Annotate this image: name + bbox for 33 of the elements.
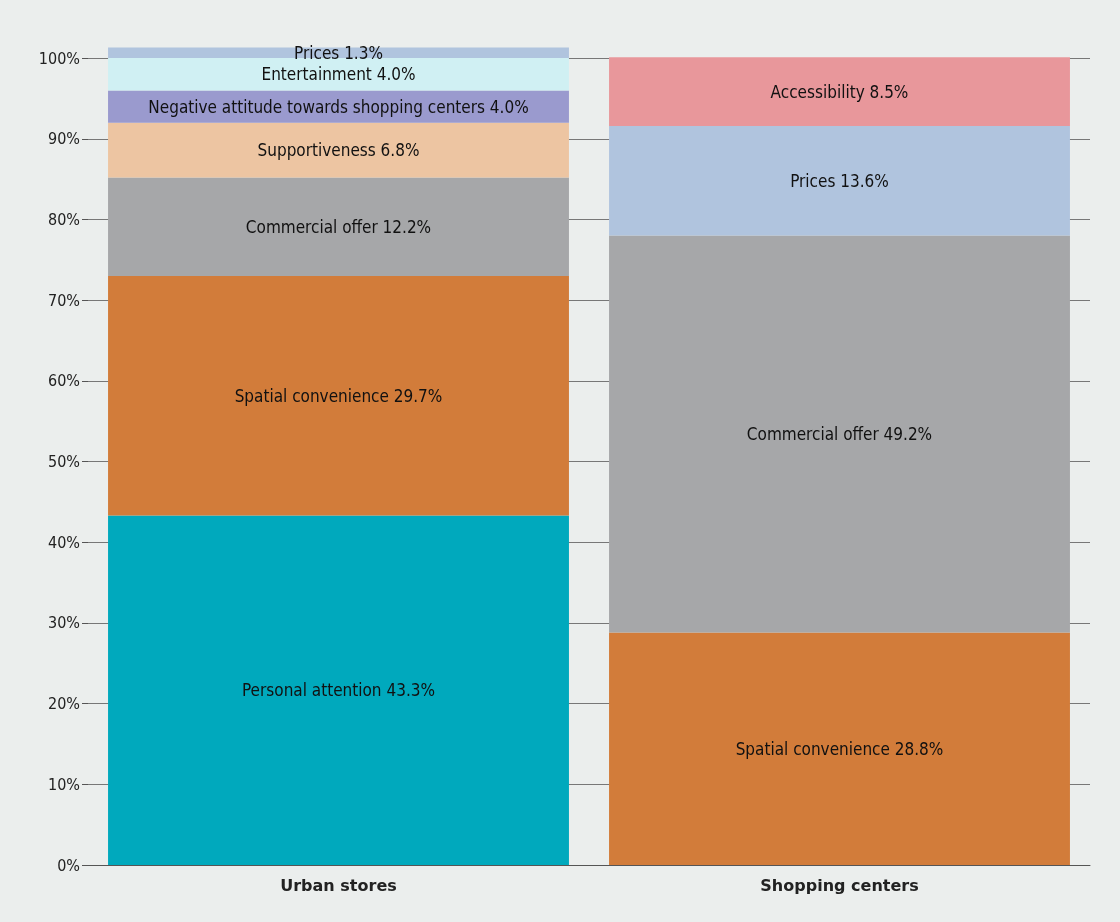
text: Accessibility 8.5% [770, 81, 909, 102]
bar [108, 177, 569, 276]
text: Prices 13.6% [790, 170, 889, 191]
bar [108, 515, 569, 865]
bar [609, 632, 1070, 865]
bar [609, 235, 1070, 633]
y-tick-label: 40% [48, 532, 80, 552]
text: Negative attitude towards shopping centers 4.0% [148, 96, 529, 117]
y-tick-label: 60% [48, 371, 80, 391]
bar [108, 58, 569, 91]
x-tick-label: Shopping centers [760, 875, 919, 895]
text: Spatial convenience 29.7% [234, 385, 443, 406]
y-tick-label: 20% [48, 694, 80, 714]
y-tick-label: 80% [48, 209, 80, 229]
y-tick-label: 90% [48, 129, 80, 149]
y-tick-label: 30% [48, 613, 80, 633]
bar [108, 122, 569, 178]
bar [609, 57, 1070, 126]
y-tick-label: 10% [48, 774, 80, 794]
text: Commercial offer 12.2% [245, 216, 432, 237]
text: Supportiveness 6.8% [257, 140, 420, 161]
bar [609, 125, 1070, 236]
y-tick-label: 70% [48, 290, 80, 310]
text: Entertainment 4.0% [261, 64, 416, 85]
text: Commercial offer 49.2% [746, 424, 933, 445]
y-tick-label: 0% [57, 855, 80, 875]
x-tick-label: Urban stores [280, 875, 397, 895]
y-tick-label: 100% [38, 48, 80, 68]
text: Personal attention 43.3% [241, 680, 436, 701]
y-tick-label: 50% [48, 452, 80, 472]
bar [108, 275, 569, 516]
text: Prices 1.3% [294, 42, 383, 63]
text: Spatial convenience 28.8% [735, 738, 944, 759]
